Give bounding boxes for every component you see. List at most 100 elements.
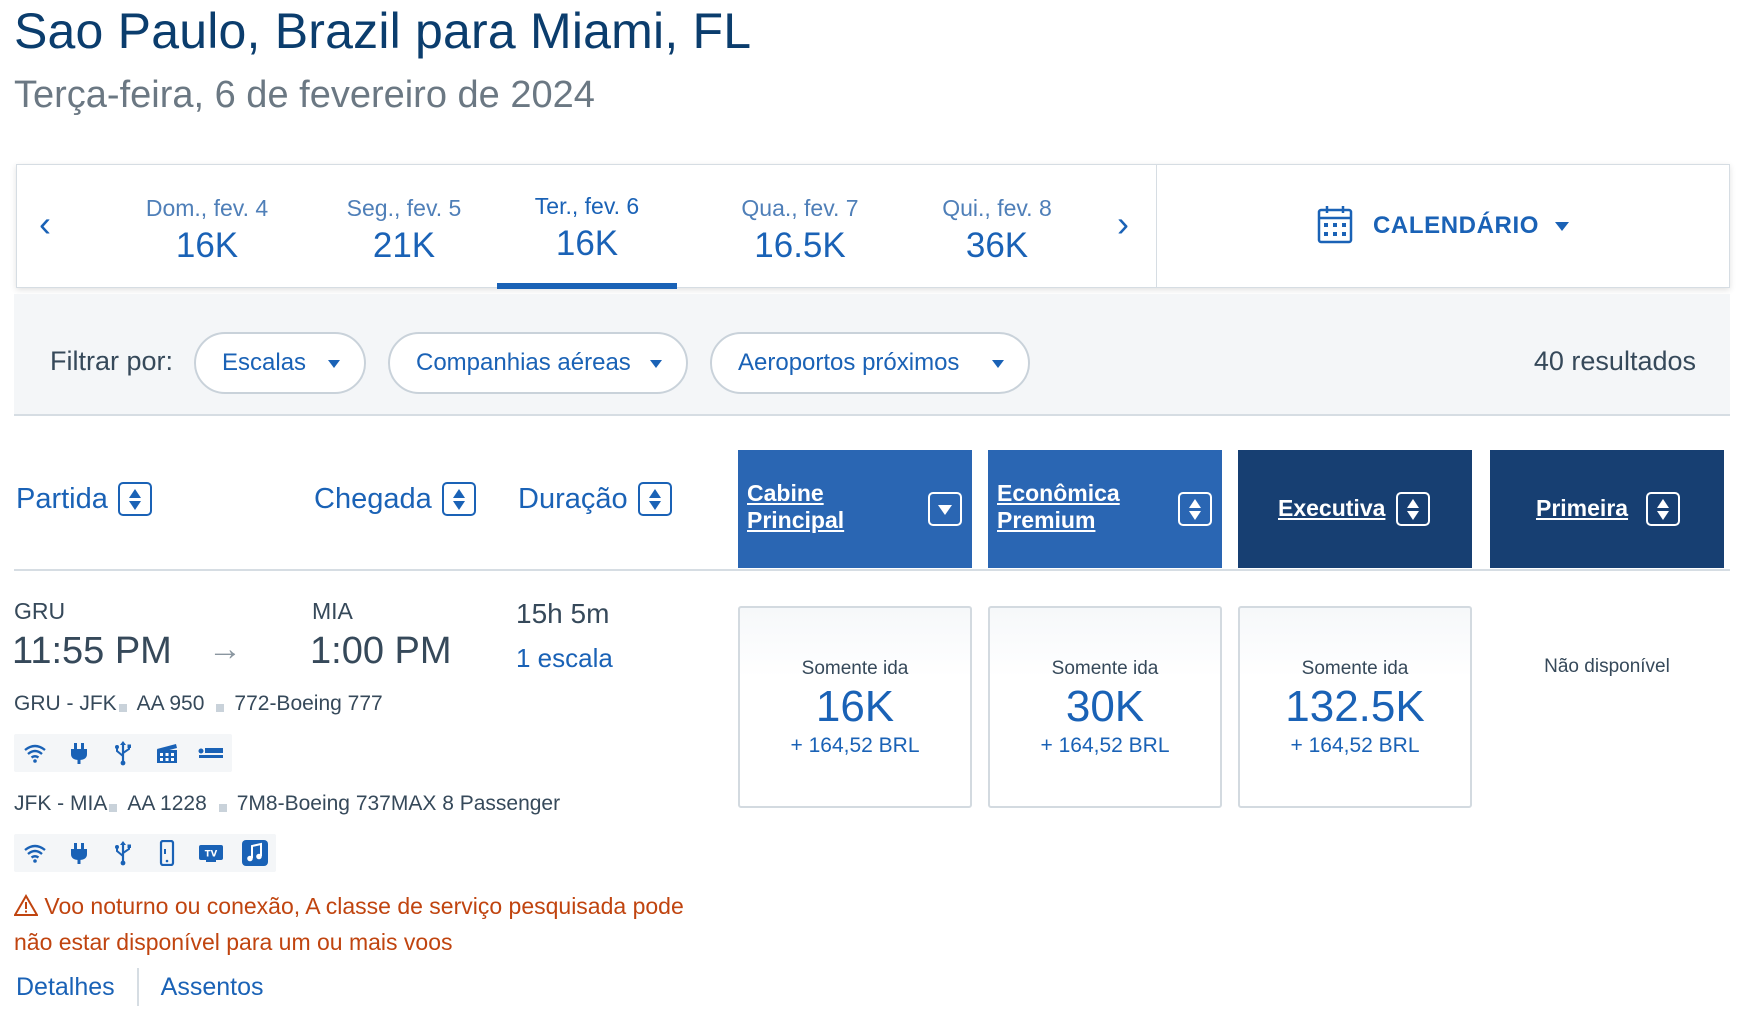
- separator: [109, 804, 118, 812]
- date-tab-fev-7[interactable]: Qua., fev. 7 16.5K: [710, 195, 890, 266]
- filter-stops-dropdown[interactable]: Escalas: [194, 332, 366, 394]
- entertainment-icon[interactable]: [154, 740, 180, 766]
- caret-down-icon: [992, 360, 1004, 368]
- date-tab-label: Qui., fev. 8: [942, 195, 1052, 221]
- power-icon[interactable]: [66, 740, 92, 766]
- details-link[interactable]: Detalhes: [16, 972, 115, 1001]
- cabin-header-main-line2: Principal: [747, 507, 845, 533]
- caret-down-icon: [1555, 221, 1569, 231]
- calendar-label: CALENDÁRIO: [1373, 212, 1539, 239]
- sort-departure[interactable]: Partida: [16, 482, 152, 516]
- usb-icon[interactable]: [110, 840, 136, 866]
- segment-1-amenities: [14, 734, 232, 772]
- chevron-left-icon[interactable]: ‹: [39, 203, 51, 244]
- chevron-right-icon[interactable]: ›: [1117, 203, 1129, 244]
- segment-route: GRU - JFK: [14, 692, 117, 715]
- departure-time: 11:55 PM: [12, 630, 172, 672]
- fare-premium-economy[interactable]: Somente ida 30K + 164,52 BRL: [988, 606, 1222, 808]
- cabin-header-main-line1: Cabine: [747, 480, 824, 506]
- cabin-header-premium-line1: Econômica: [997, 480, 1120, 506]
- stops-link[interactable]: 1 escala: [516, 643, 613, 673]
- wifi-icon[interactable]: [22, 740, 48, 766]
- page-title: Sao Paulo, Brazil para Miami, FL: [14, 3, 752, 59]
- date-tab-price: 21K: [372, 226, 436, 265]
- selected-date-indicator: [497, 283, 677, 289]
- fare-price: 30K: [1065, 682, 1145, 731]
- segment-1-info: GRU - JFK AA 950 772-Boeing 777: [14, 692, 383, 716]
- fare-business[interactable]: Somente ida 132.5K + 164,52 BRL: [1238, 606, 1472, 808]
- sort-icon: [1178, 492, 1212, 526]
- seats-link[interactable]: Assentos: [160, 972, 264, 1001]
- wifi-icon[interactable]: [22, 840, 48, 866]
- cabin-header-main[interactable]: Cabine Principal: [738, 450, 972, 568]
- lie-flat-seat-icon[interactable]: [198, 740, 224, 766]
- calendar-button[interactable]: CALENDÁRIO: [1157, 165, 1729, 287]
- separator: [118, 704, 127, 712]
- sort-icon: [637, 482, 672, 516]
- calendar-icon: [1317, 204, 1353, 249]
- results-count: 40 resultados: [1533, 346, 1696, 376]
- date-tab-price: 16K: [175, 226, 239, 265]
- fare-price: 132.5K: [1285, 682, 1425, 731]
- device-streaming-icon[interactable]: [154, 840, 180, 866]
- warning-text: Voo noturno ou conexão, A classe de serv…: [14, 893, 684, 955]
- fare-main-cabin[interactable]: Somente ida 16K + 164,52 BRL: [738, 606, 972, 808]
- caret-down-icon: [328, 360, 340, 368]
- date-tab-fev-8[interactable]: Qui., fev. 8 36K: [907, 195, 1087, 266]
- sort-duration[interactable]: Duração: [518, 482, 672, 516]
- date-tab-label: Ter., fev. 6: [534, 193, 640, 219]
- header-divider: [14, 569, 1730, 571]
- segment-flight-number: AA 950: [136, 692, 205, 715]
- date-tab-label: Qua., fev. 7: [741, 195, 859, 221]
- date-tab-fev-5[interactable]: Seg., fev. 5 21K: [314, 195, 494, 266]
- fare-first-unavailable: Não disponível: [1544, 656, 1670, 677]
- filter-airlines-label: Companhias aéreas: [416, 349, 631, 376]
- cabin-header-business[interactable]: Executiva: [1238, 450, 1472, 568]
- cabin-header-premium-line2: Premium: [997, 507, 1096, 533]
- filter-airlines-dropdown[interactable]: Companhias aéreas: [388, 332, 688, 394]
- link-separator: [136, 968, 139, 1006]
- filter-nearby-airports-dropdown[interactable]: Aeroportos próximos: [710, 332, 1030, 394]
- cabin-header-premium-economy[interactable]: Econômica Premium: [988, 450, 1222, 568]
- segment-2-info: JFK - MIA AA 1228 7M8-Boeing 737MAX 8 Pa…: [14, 792, 560, 816]
- segment-aircraft: 772-Boeing 777: [234, 692, 383, 715]
- overnight-warning: Voo noturno ou conexão, A classe de serv…: [13, 888, 714, 960]
- caret-down-icon: [650, 360, 662, 368]
- sort-arrival-label: Chegada: [314, 482, 432, 515]
- travel-date: Terça-feira, 6 de fevereiro de 2024: [14, 74, 595, 116]
- usb-icon[interactable]: [110, 740, 136, 766]
- segment-route: JFK - MIA: [14, 792, 108, 815]
- fare-tax: + 164,52 BRL: [790, 734, 920, 757]
- origin-code: GRU: [14, 598, 66, 624]
- sort-icon: [441, 482, 476, 516]
- filter-stops-label: Escalas: [222, 349, 307, 376]
- date-tabs: ‹ Dom., fev. 4 16K Seg., fev. 5 21K Ter.…: [17, 165, 1157, 289]
- live-tv-icon[interactable]: TV: [198, 840, 224, 866]
- date-tab-price: 16K: [555, 224, 619, 263]
- cabin-header-first[interactable]: Primeira: [1490, 450, 1724, 568]
- sort-duration-label: Duração: [518, 482, 628, 515]
- separator: [218, 804, 227, 812]
- sort-arrival[interactable]: Chegada: [314, 482, 476, 516]
- segment-flight-number: AA 1228: [127, 792, 207, 815]
- date-tab-label: Seg., fev. 5: [346, 195, 462, 221]
- arrival-time: 1:00 PM: [310, 630, 452, 672]
- segment-aircraft: 7M8-Boeing 737MAX 8 Passenger: [236, 792, 561, 815]
- sort-icon: [117, 482, 152, 516]
- filter-nearby-airports-label: Aeroportos próximos: [738, 349, 960, 376]
- power-icon[interactable]: [66, 840, 92, 866]
- svg-text:TV: TV: [205, 850, 218, 860]
- warning-icon: [13, 888, 39, 924]
- cabin-header-first-label: Primeira: [1536, 495, 1629, 521]
- separator: [216, 704, 225, 712]
- music-icon[interactable]: [242, 840, 268, 866]
- date-tab-fev-4[interactable]: Dom., fev. 4 16K: [117, 195, 297, 266]
- cabin-header-business-label: Executiva: [1278, 495, 1386, 521]
- date-selector: ‹ Dom., fev. 4 16K Seg., fev. 5 21K Ter.…: [16, 164, 1730, 289]
- dropdown-icon: [928, 492, 962, 526]
- date-tab-price: 16.5K: [754, 226, 846, 265]
- date-tab-fev-6[interactable]: Ter., fev. 6 16K: [497, 193, 677, 289]
- arrow-right-icon: →: [208, 630, 242, 668]
- segment-2-amenities: TV: [14, 834, 276, 872]
- destination-code: MIA: [312, 598, 353, 624]
